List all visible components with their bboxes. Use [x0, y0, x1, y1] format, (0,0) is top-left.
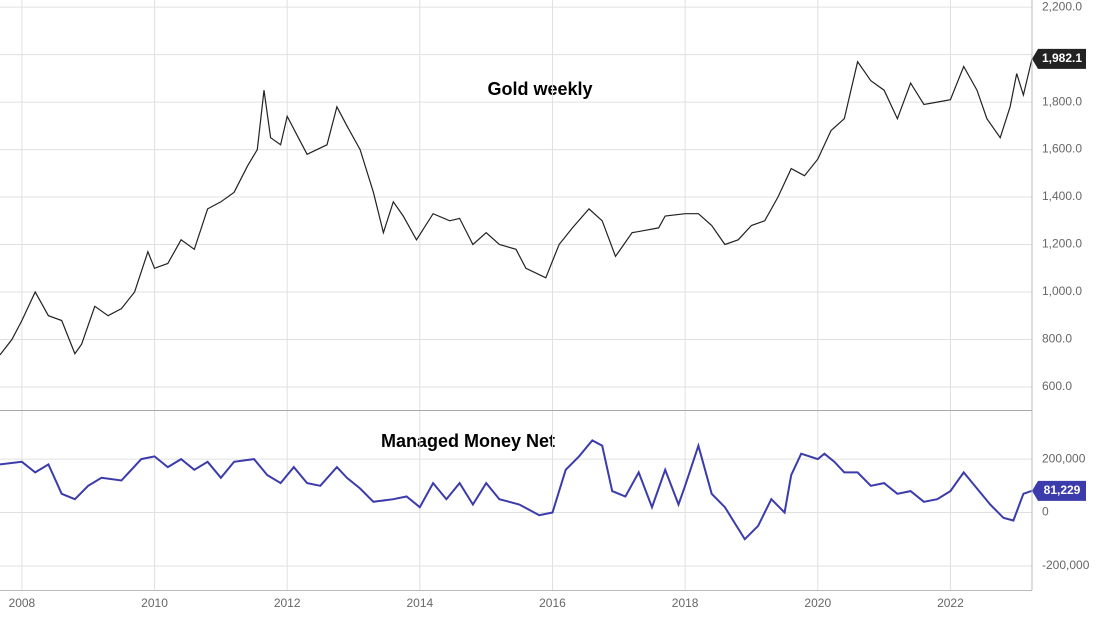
y-tick-label: 2,200.0: [1042, 0, 1082, 13]
y-tick-label: 1,800.0: [1042, 94, 1082, 108]
x-tick-label: 2008: [9, 596, 36, 610]
y-tick-label: 1,600.0: [1042, 142, 1082, 156]
x-tick-label: 2010: [141, 596, 168, 610]
x-tick-label: 2020: [804, 596, 831, 610]
last-value-label: 81,229: [1044, 483, 1081, 497]
y-tick-label: 600.0: [1042, 379, 1072, 393]
x-tick-label: 2012: [274, 596, 301, 610]
chart-title: Gold weekly: [487, 79, 592, 99]
y-tick-label: 1,400.0: [1042, 189, 1082, 203]
y-tick-label: 1,200.0: [1042, 237, 1082, 251]
chart-title: Managed Money Net: [381, 431, 555, 451]
last-value-badge: [1032, 48, 1086, 69]
last-value-badge: [1032, 480, 1086, 501]
y-tick-label: 800.0: [1042, 332, 1072, 346]
y-tick-label: 200,000: [1042, 451, 1086, 465]
last-value-label: 1,982.1: [1042, 51, 1082, 65]
data-line: [0, 58, 1033, 356]
data-line: [0, 439, 1033, 541]
y-tick-label: 0: [1042, 505, 1049, 519]
x-tick-label: 2016: [539, 596, 566, 610]
y-tick-label: -200,000: [1042, 558, 1090, 572]
x-tick-label: 2014: [406, 596, 433, 610]
x-tick-label: 2018: [672, 596, 699, 610]
x-tick-label: 2022: [937, 596, 964, 610]
y-tick-label: 1,000.0: [1042, 284, 1082, 298]
